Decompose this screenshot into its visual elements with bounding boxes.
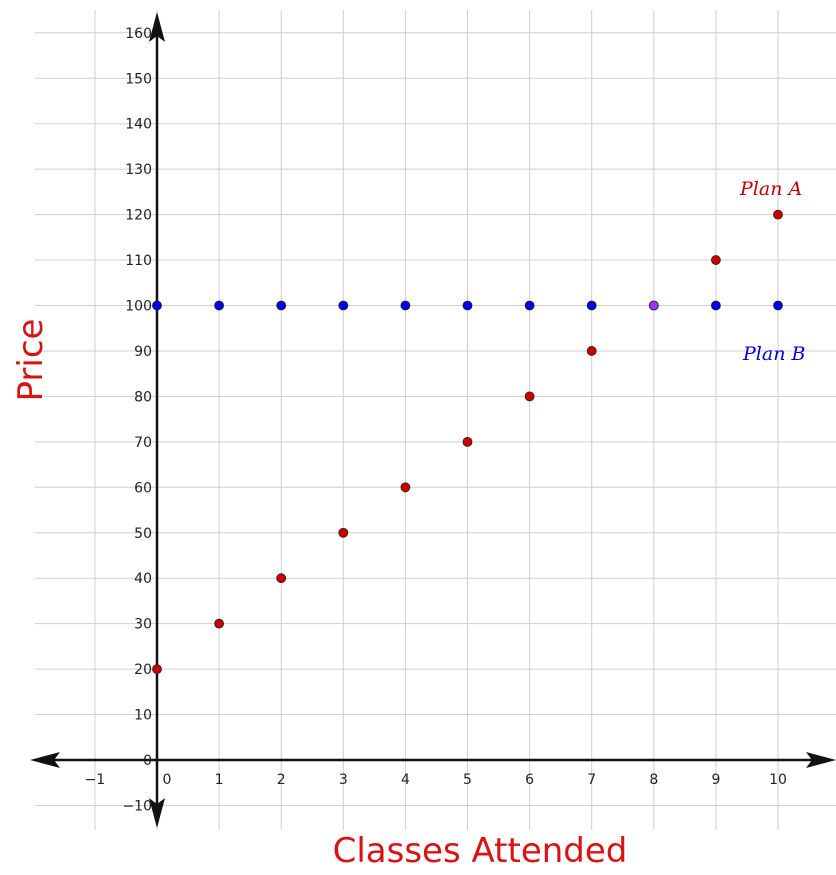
plan-b-point <box>711 300 721 311</box>
plan-a-point <box>400 482 411 493</box>
y-tick-label: 50 <box>134 526 152 542</box>
x-tick-label: 3 <box>339 772 348 788</box>
plan-b-point <box>524 300 535 311</box>
x-tick-label: 10 <box>769 772 787 788</box>
x-tick-label: 0 <box>163 772 172 788</box>
y-tick-label: 90 <box>134 344 152 360</box>
x-axis-arrow-left <box>30 752 60 768</box>
y-tick-label: 40 <box>134 571 152 587</box>
plan-b-point <box>214 300 225 311</box>
plan-b-point <box>400 300 411 311</box>
x-axis-label: Classes Attended <box>333 831 628 871</box>
plan-b-point <box>152 300 162 311</box>
x-tick-labels: −1 0 1 2 3 4 5 6 7 8 9 10 <box>85 772 787 788</box>
x-tick-label: 2 <box>277 772 286 788</box>
y-tick-labels: −10 0 10 20 30 40 50 60 70 80 90 100 110 120 130 140 150… <box>122 26 152 815</box>
x-tick-label: 1 <box>215 772 224 788</box>
y-tick-label: 130 <box>125 162 152 178</box>
x-axis-arrow-right <box>806 752 836 768</box>
y-tick-label: 0 <box>143 753 152 769</box>
plan-b-point <box>338 300 349 311</box>
plan-b-point <box>648 300 659 311</box>
x-tick-label: 6 <box>525 772 534 788</box>
x-tick-label: 5 <box>463 772 472 788</box>
y-tick-label: 20 <box>134 662 152 678</box>
plan-a-point <box>276 573 287 584</box>
y-tick-label: 30 <box>134 617 152 633</box>
axes <box>30 12 836 828</box>
series-label-plan-a: Plan A <box>739 178 802 200</box>
y-tick-label: 120 <box>125 208 152 224</box>
y-axis-arrow-top <box>149 12 165 42</box>
x-tick-label: 9 <box>711 772 720 788</box>
y-axis-arrow-bottom <box>149 798 165 828</box>
data-points <box>152 209 783 674</box>
y-tick-label: 70 <box>134 435 152 451</box>
y-tick-label: 60 <box>134 480 152 496</box>
plan-b-point <box>586 300 597 311</box>
grid <box>35 10 836 830</box>
plan-a-point <box>524 391 535 402</box>
y-tick-label: 110 <box>125 253 152 269</box>
plan-a-point <box>711 255 721 265</box>
plan-b-point <box>276 300 287 311</box>
y-tick-label: 140 <box>125 117 152 133</box>
x-tick-label: 8 <box>649 772 658 788</box>
plan-a-point <box>338 527 349 538</box>
plan-a-point <box>586 346 597 356</box>
y-tick-label: 100 <box>125 299 152 315</box>
y-tick-label: 10 <box>134 708 152 724</box>
x-tick-label: 7 <box>587 772 596 788</box>
plan-a-point <box>462 436 473 447</box>
plan-b-point <box>462 300 473 311</box>
plan-b-point <box>773 300 783 311</box>
y-tick-label: 80 <box>134 389 152 405</box>
x-tick-label: −1 <box>85 772 106 788</box>
series-label-plan-b: Plan B <box>742 343 805 365</box>
plan-a-point <box>773 209 783 220</box>
plan-a-point <box>214 618 225 629</box>
y-tick-label: 160 <box>125 26 152 42</box>
y-axis-label: Price <box>11 319 51 402</box>
x-tick-label: 4 <box>401 772 410 788</box>
plan-a-point <box>152 664 162 674</box>
y-tick-label: 150 <box>125 71 152 87</box>
y-tick-label: −10 <box>122 798 152 814</box>
